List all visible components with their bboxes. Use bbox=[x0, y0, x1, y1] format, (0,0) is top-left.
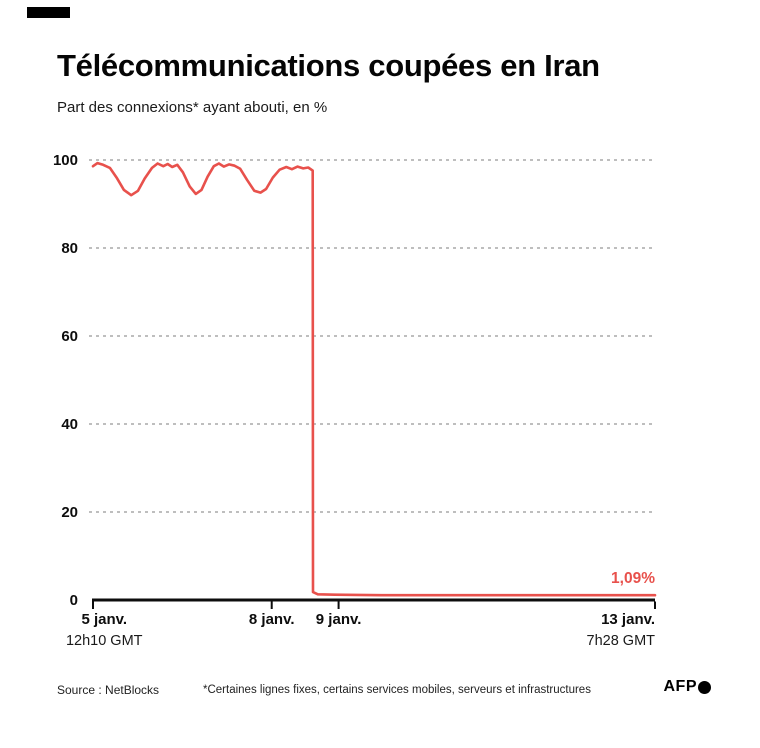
y-tick-label: 40 bbox=[61, 416, 78, 433]
line-chart: 0 20 40 60 80 100 5 janv. 12h10 GMT 8 janv. 9 jan… bbox=[53, 152, 657, 649]
y-tick-label: 20 bbox=[61, 504, 78, 521]
chart-subtitle: Part des connexions* ayant abouti, en % bbox=[57, 99, 328, 116]
x-tick-sublabel: 12h10 GMT bbox=[66, 633, 143, 649]
x-tick-sublabel: 7h28 GMT bbox=[587, 633, 656, 649]
source-label: Source : NetBlocks bbox=[57, 683, 160, 697]
top-left-mark bbox=[27, 7, 70, 18]
afp-logo-text: AFP bbox=[663, 678, 697, 695]
x-tick-label: 5 janv. bbox=[81, 611, 127, 628]
x-tick-label: 9 janv. bbox=[316, 611, 362, 628]
y-tick-label: 60 bbox=[61, 328, 78, 345]
y-tick-label: 100 bbox=[53, 152, 78, 169]
y-tick-label: 0 bbox=[70, 592, 78, 609]
x-tick-label: 8 janv. bbox=[249, 611, 295, 628]
final-value-label: 1,09% bbox=[611, 570, 655, 587]
afp-logo: AFP bbox=[663, 678, 711, 696]
footnote: *Certaines lignes fixes, certains servic… bbox=[203, 684, 591, 696]
connectivity-line bbox=[91, 161, 657, 597]
y-tick-label: 80 bbox=[61, 240, 78, 257]
chart-title: Télécommunications coupées en Iran bbox=[57, 48, 600, 83]
x-tick-label: 13 janv. bbox=[601, 611, 655, 628]
afp-logo-dot bbox=[698, 680, 711, 694]
